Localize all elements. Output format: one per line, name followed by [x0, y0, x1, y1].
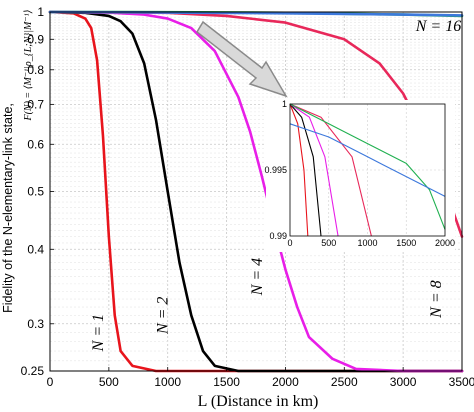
inset-x-tick-label: 1500 — [396, 238, 416, 248]
inset-chart: 0 500 1000 1500 2000 0.99 0.995 1 — [264, 99, 455, 252]
inset-tick-labels: 0 500 1000 1500 2000 0.99 0.995 1 — [264, 99, 455, 248]
series-line-n4 — [48, 10, 464, 373]
y-tick-label: 0.8 — [27, 63, 44, 77]
x-tick-label: 2500 — [331, 375, 358, 389]
y-tick-label: 0.7 — [27, 97, 44, 111]
inset-y-tick-label: 0.995 — [264, 165, 287, 175]
y-axis-label-text: Fidelity of the N-elementary-link state, — [1, 103, 15, 313]
x-tick-label: 3000 — [390, 375, 417, 389]
x-tick-label: 500 — [99, 375, 119, 389]
inset-y-tick-label: 1 — [282, 99, 287, 109]
zoom-arrow — [196, 20, 288, 98]
y-tick-label: 0.6 — [27, 137, 44, 151]
y-tick-label: 0.5 — [27, 185, 44, 199]
y-tick-label: 0.3 — [27, 317, 44, 331]
inset-series-line — [289, 123, 446, 197]
y-tick-label: 0.4 — [27, 242, 44, 256]
inset-series-line — [289, 103, 322, 237]
annotation-label: N = 8 — [428, 280, 445, 318]
series-line-n1 — [48, 10, 464, 373]
x-tick-label: 1000 — [154, 375, 181, 389]
y-tick-label: 1 — [37, 5, 44, 19]
x-tick-label: 3500 — [449, 375, 474, 389]
inset-series-line — [289, 103, 339, 237]
zoom-arrow-shape — [196, 20, 288, 98]
annotation-label: N = 16 — [415, 18, 461, 35]
inset-x-tick-label: 500 — [321, 238, 336, 248]
y-tick-label: 0.9 — [27, 32, 44, 46]
series-line-n2 — [48, 10, 464, 373]
series-annotations: N = 1 N = 2 N = 4 N = 8 N = 16 — [90, 18, 461, 353]
inset-background — [266, 100, 455, 252]
y-tick-label: 0.25 — [21, 364, 45, 378]
inset-x-tick-label: 2000 — [435, 238, 455, 248]
inset-y-tick-label: 0.99 — [269, 231, 287, 241]
annotation-label: N = 2 — [155, 297, 172, 335]
inset-x-tick-label: 0 — [287, 238, 292, 248]
y-axis-label: Fidelity of the N-elementary-link state, — [1, 103, 15, 313]
inset-grid — [290, 104, 445, 236]
inset-series-line — [289, 103, 372, 237]
y-axis-formula-text: F(N) = ⟨M⁻¹|ρ_{L;N}|M⁻¹⟩ — [23, 9, 34, 121]
main-tick-labels: 0 500 1000 1500 2000 2500 3000 35000.250.30.40.… — [21, 5, 474, 389]
y-axis-formula: F(N) = ⟨M⁻¹|ρ_{L;N}|M⁻¹⟩ — [23, 9, 34, 121]
x-tick-label: 1500 — [213, 375, 240, 389]
x-tick-label: 0 — [47, 375, 54, 389]
x-tick-label: 2000 — [272, 375, 299, 389]
annotation-label: N = 4 — [249, 258, 266, 296]
inset-frame — [289, 103, 446, 237]
annotation-label: N = 1 — [90, 314, 107, 352]
inset-series-line — [289, 103, 446, 230]
inset-series-line — [289, 103, 309, 237]
x-axis-label: L (Distance in km) — [198, 393, 319, 410]
inset-series-group — [289, 103, 446, 237]
inset-x-tick-label: 1000 — [357, 238, 377, 248]
main-grid — [50, 12, 462, 371]
